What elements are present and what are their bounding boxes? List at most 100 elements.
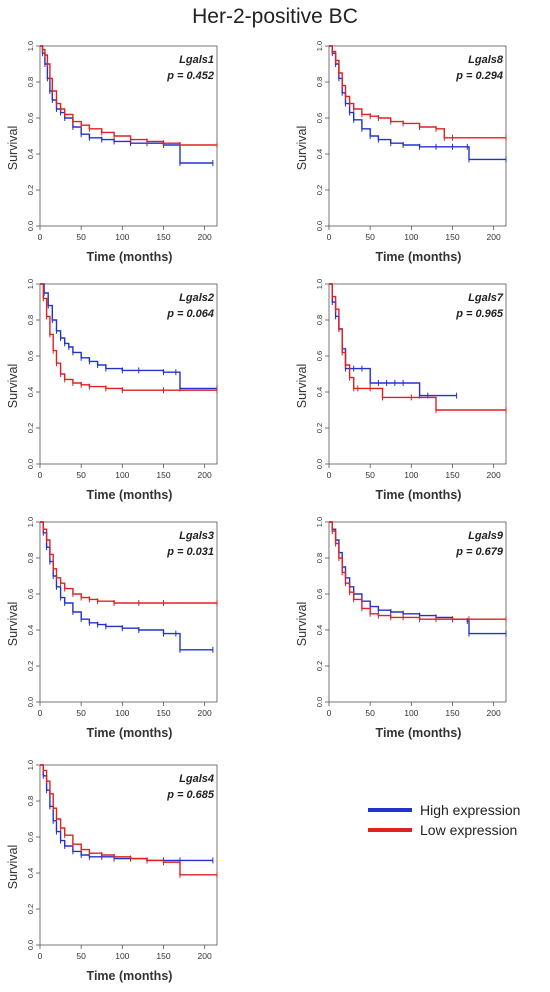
y-tick-label: 0.2 — [315, 185, 324, 195]
x-tick-label: 200 — [487, 708, 501, 718]
x-tick-label: 150 — [445, 708, 459, 718]
y-tick-label: 0.6 — [26, 832, 35, 842]
survival-curve-high-expression — [40, 283, 217, 390]
y-tick-label: 0.4 — [26, 387, 35, 397]
y-tick-label: 0.0 — [26, 940, 35, 950]
legend-swatch-high — [368, 808, 412, 812]
x-tick-label: 0 — [327, 470, 332, 480]
y-axis-label: Survival — [6, 363, 20, 409]
x-tick-label: 150 — [156, 951, 170, 961]
gene-label: Lgals9 — [468, 530, 503, 542]
x-tick-label: 150 — [445, 470, 459, 480]
x-tick-label: 200 — [198, 951, 212, 961]
y-tick-label: 1.0 — [26, 279, 35, 289]
x-tick-label: 100 — [404, 232, 418, 242]
km-panel-lgals9: 0 50 100 150 200 0.0 0.2 0.4 0.6 0.8 1.0 Survival … — [291, 514, 521, 746]
y-tick-label: 0.2 — [315, 661, 324, 671]
x-tick-label: 150 — [156, 708, 170, 718]
x-axis-label: Time (months) — [375, 250, 462, 264]
x-tick-label: 50 — [365, 232, 375, 242]
y-tick-label: 0.0 — [26, 221, 35, 231]
km-plot-lgals8: 0 50 100 150 200 0.0 0.2 0.4 0.6 0.8 1.0 — [315, 41, 507, 242]
km-panel-lgals4: 0 50 100 150 200 0.0 0.2 0.4 0.6 0.8 1.0 Survival … — [2, 757, 232, 989]
y-tick-label: 0.8 — [26, 315, 35, 325]
km-panel-lgals3: 0 50 100 150 200 0.0 0.2 0.4 0.6 0.8 1.0 Survival … — [2, 514, 232, 746]
gene-label: Lgals2 — [179, 292, 214, 304]
y-tick-label: 0.6 — [315, 113, 324, 123]
y-tick-label: 0.2 — [26, 904, 35, 914]
x-tick-label: 150 — [156, 232, 170, 242]
y-tick-label: 1.0 — [26, 517, 35, 527]
x-axis-label: Time (months) — [86, 488, 173, 502]
x-tick-label: 200 — [198, 470, 212, 480]
x-tick-label: 100 — [115, 708, 129, 718]
x-tick-label: 150 — [445, 232, 459, 242]
y-tick-label: 0.4 — [26, 868, 35, 878]
survival-curve-low-expression — [329, 283, 506, 411]
survival-curve-high-expression — [329, 283, 457, 397]
y-tick-label: 1.0 — [315, 517, 324, 527]
gene-label: Lgals4 — [179, 773, 214, 785]
plot-frame — [39, 521, 218, 703]
p-value-label: p = 0.452 — [167, 70, 214, 82]
y-tick-label: 0.4 — [26, 149, 35, 159]
x-axis-label: Time (months) — [375, 488, 462, 502]
plot-frame — [39, 764, 218, 946]
y-tick-label: 1.0 — [26, 41, 35, 51]
x-tick-label: 50 — [76, 232, 86, 242]
p-value-label: p = 0.294 — [456, 70, 503, 82]
y-tick-label: 1.0 — [315, 41, 324, 51]
legend: High expression Low expression — [368, 801, 538, 841]
y-axis-label: Survival — [6, 125, 20, 171]
x-tick-label: 50 — [76, 951, 86, 961]
p-value-label: p = 0.965 — [456, 308, 503, 320]
legend-swatch-low — [368, 828, 412, 832]
legend-item-high: High expression — [368, 801, 538, 821]
km-plot-lgals1: 0 50 100 150 200 0.0 0.2 0.4 0.6 0.8 1.0 — [26, 41, 218, 242]
x-tick-label: 100 — [115, 232, 129, 242]
p-value-label: p = 0.031 — [167, 546, 214, 558]
y-tick-label: 0.6 — [315, 351, 324, 361]
y-tick-label: 0.6 — [26, 113, 35, 123]
x-tick-label: 150 — [156, 470, 170, 480]
gene-label: Lgals3 — [179, 530, 214, 542]
y-tick-label: 0.0 — [315, 697, 324, 707]
x-tick-label: 0 — [327, 232, 332, 242]
km-panel-lgals7: 0 50 100 150 200 0.0 0.2 0.4 0.6 0.8 1.0 Survival … — [291, 276, 521, 508]
x-tick-label: 0 — [38, 232, 43, 242]
y-tick-label: 0.0 — [26, 697, 35, 707]
y-axis-label: Survival — [295, 363, 309, 409]
legend-item-low: Low expression — [368, 821, 538, 841]
y-tick-label: 0.4 — [315, 625, 324, 635]
y-tick-label: 0.2 — [26, 185, 35, 195]
plot-frame — [39, 283, 218, 465]
y-tick-label: 0.6 — [26, 351, 35, 361]
km-panel-lgals1: 0 50 100 150 200 0.0 0.2 0.4 0.6 0.8 1.0 Survival … — [2, 38, 232, 270]
y-tick-label: 0.6 — [315, 589, 324, 599]
km-plot-lgals9: 0 50 100 150 200 0.0 0.2 0.4 0.6 0.8 1.0 — [315, 517, 507, 718]
gene-label: Lgals7 — [468, 292, 503, 304]
y-tick-label: 0.0 — [315, 221, 324, 231]
y-axis-label: Survival — [295, 125, 309, 171]
y-axis-label: Survival — [6, 844, 20, 890]
y-tick-label: 0.8 — [26, 796, 35, 806]
legend-label-high: High expression — [420, 802, 521, 818]
x-tick-label: 0 — [38, 951, 43, 961]
x-tick-label: 100 — [115, 951, 129, 961]
km-panel-lgals2: 0 50 100 150 200 0.0 0.2 0.4 0.6 0.8 1.0 Survival … — [2, 276, 232, 508]
x-axis-label: Time (months) — [86, 969, 173, 983]
km-plot-lgals7: 0 50 100 150 200 0.0 0.2 0.4 0.6 0.8 1.0 — [315, 279, 507, 480]
x-tick-label: 100 — [115, 470, 129, 480]
y-axis-label: Survival — [6, 601, 20, 647]
x-tick-label: 0 — [327, 708, 332, 718]
y-tick-label: 0.6 — [26, 589, 35, 599]
x-tick-label: 200 — [198, 232, 212, 242]
x-tick-label: 50 — [365, 708, 375, 718]
x-tick-label: 50 — [76, 470, 86, 480]
y-tick-label: 0.0 — [315, 459, 324, 469]
km-panel-lgals8: 0 50 100 150 200 0.0 0.2 0.4 0.6 0.8 1.0 Survival … — [291, 38, 521, 270]
gene-label: Lgals1 — [179, 54, 214, 66]
p-value-label: p = 0.679 — [456, 546, 503, 558]
x-tick-label: 50 — [76, 708, 86, 718]
x-tick-label: 0 — [38, 470, 43, 480]
